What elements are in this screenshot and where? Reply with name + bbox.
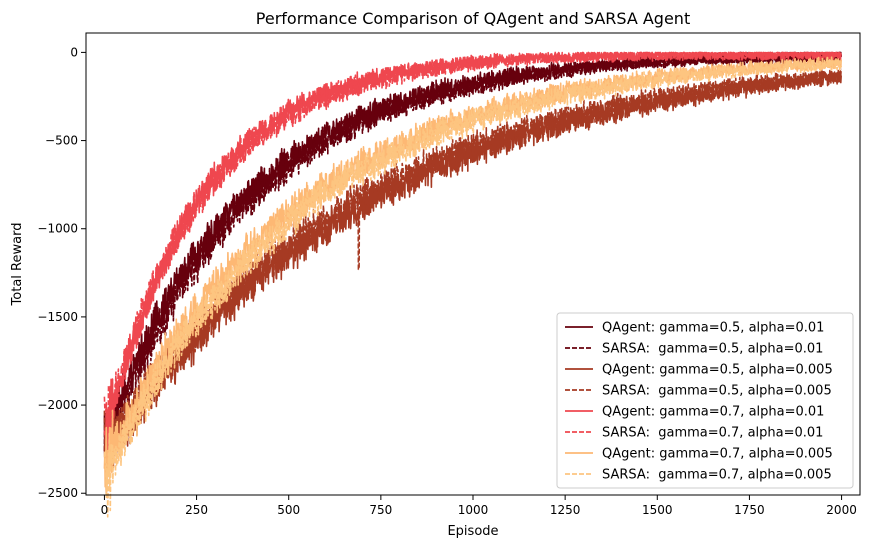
x-tick-label: 2000 <box>826 503 857 517</box>
series-line <box>103 72 842 497</box>
x-tick-label: 250 <box>185 503 208 517</box>
y-axis: 0 −500 −1000 −1500 −2000 −2500 <box>37 45 86 500</box>
x-tick-label: 750 <box>369 503 392 517</box>
legend-box <box>556 312 854 489</box>
x-tick-label: 1750 <box>734 503 765 517</box>
y-tick-label: −500 <box>45 134 78 148</box>
y-tick-label: −2000 <box>37 398 78 412</box>
chart-title: Performance Comparison of QAgent and SAR… <box>256 9 690 28</box>
x-axis-label: Episode <box>447 524 498 539</box>
legend-entry: SARSA: gamma=0.7, alpha=0.005 <box>602 468 832 483</box>
y-tick-label: −2500 <box>37 486 78 500</box>
series-line <box>103 58 842 518</box>
x-tick-label: 0 <box>101 503 109 517</box>
x-axis: 0 250 500 750 1000 1250 1500 1750 2000 <box>101 495 857 517</box>
series-line <box>103 51 842 441</box>
x-tick-label: 1250 <box>550 503 581 517</box>
x-tick-label: 500 <box>277 503 300 517</box>
legend-entry: QAgent: gamma=0.7, alpha=0.005 <box>602 447 833 462</box>
legend-entry: SARSA: gamma=0.7, alpha=0.01 <box>602 426 823 441</box>
y-tick-label: −1000 <box>37 222 78 236</box>
legend-entry: SARSA: gamma=0.5, alpha=0.01 <box>602 342 823 357</box>
legend-entry: QAgent: gamma=0.7, alpha=0.01 <box>602 405 824 420</box>
y-axis-label: Total Reward <box>10 223 25 307</box>
legend-entry: SARSA: gamma=0.5, alpha=0.005 <box>602 384 832 399</box>
y-tick-label: 0 <box>70 45 78 59</box>
legend-entry: QAgent: gamma=0.5, alpha=0.005 <box>602 363 833 378</box>
y-tick-label: −1500 <box>37 310 78 324</box>
x-tick-label: 1000 <box>458 503 489 517</box>
legend-entry: QAgent: gamma=0.5, alpha=0.01 <box>602 321 824 336</box>
legend: QAgent: gamma=0.5, alpha=0.01 SARSA: gamm… <box>556 312 854 489</box>
x-tick-label: 1500 <box>642 503 673 517</box>
series-layer <box>103 51 842 518</box>
